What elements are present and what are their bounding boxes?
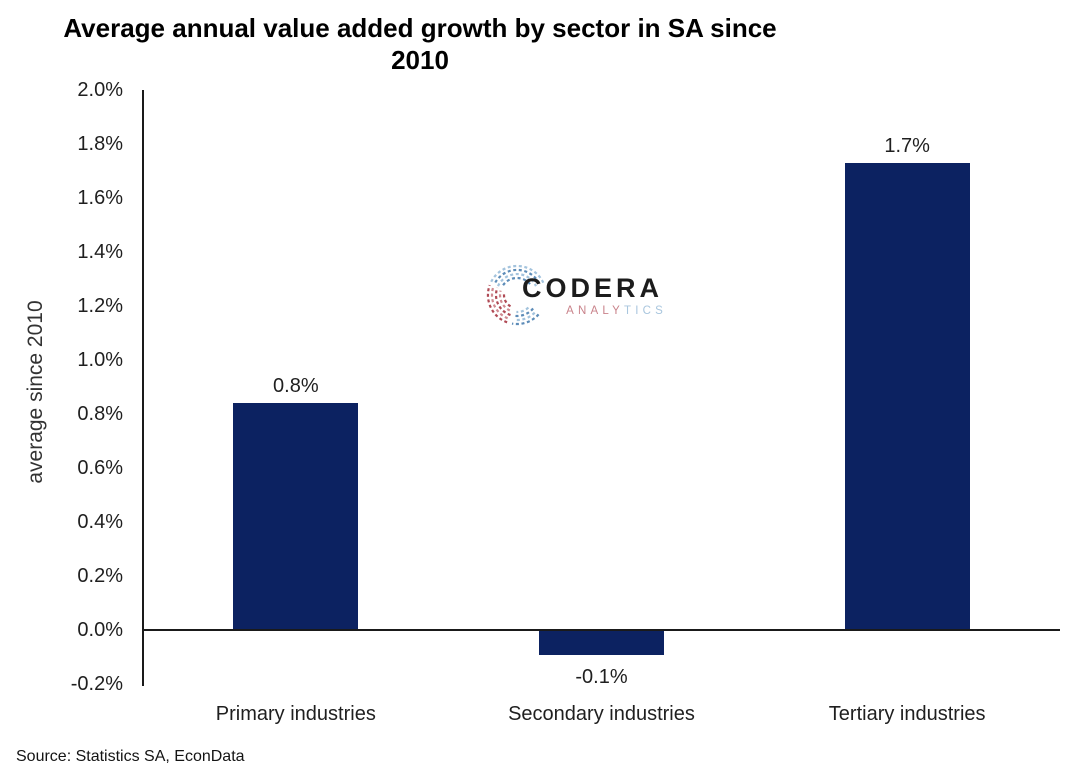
category-label: Primary industries (215, 703, 376, 725)
logo-arc (494, 287, 511, 317)
logo-arc (502, 292, 512, 308)
y-axis-line (142, 90, 144, 686)
y-tick-label: 1.4% (77, 241, 123, 263)
logo-arc (494, 268, 540, 284)
y-tick-label: 0.6% (77, 457, 123, 479)
logo-analytics-segment: TICS (624, 305, 668, 317)
y-tick-label: 2.0% (77, 79, 123, 101)
y-tick-label: 1.6% (77, 187, 123, 209)
codera-logo: CODERA ANALYTICS (486, 255, 663, 335)
logo-arc (502, 276, 532, 286)
logo-arc (497, 273, 537, 287)
logo-arc (514, 311, 536, 322)
logo-arc (511, 313, 540, 326)
y-tick-label: 0.2% (77, 565, 123, 587)
y-tick-label: 1.8% (77, 133, 123, 155)
logo-arc (490, 286, 509, 320)
bar-primary-industries (233, 403, 359, 630)
y-tick-label: 1.2% (77, 295, 123, 317)
bar-secondary-industries (539, 631, 664, 655)
logo-text-block: CODERA ANALYTICS (522, 273, 663, 317)
y-tick-label: -0.2% (70, 673, 123, 695)
chart-title-line2: 2010 (391, 45, 449, 75)
logo-arc (516, 306, 530, 314)
chart-title-line1: Average annual value added growth by sec… (63, 13, 777, 43)
y-tick-label: 0.0% (77, 619, 123, 641)
data-label: 1.7% (884, 135, 930, 157)
bar-tertiary-industries (844, 163, 970, 630)
category-label: Secondary industries (508, 703, 695, 725)
y-tick-label: 1.0% (77, 349, 123, 371)
logo-analytics-segment: ANALY (566, 305, 625, 317)
logo-analytics-text: ANALYTICS (522, 305, 667, 317)
category-label: Tertiary industries (828, 703, 986, 725)
logo-arc (498, 290, 511, 312)
y-tick-label: 0.4% (77, 511, 123, 533)
logo-arc (486, 284, 508, 324)
logo-brand-text: CODERA (522, 273, 664, 303)
chart-title: Average annual value added growth by sec… (0, 12, 840, 76)
source-note: Source: Statistics SA, EconData (16, 748, 245, 765)
y-tick-label: 0.8% (77, 403, 123, 425)
codera-circuit-icon (486, 264, 545, 326)
x-axis-zero-line (142, 629, 1060, 631)
data-label: 0.8% (273, 375, 319, 397)
data-label: -0.1% (575, 666, 628, 688)
logo-arc (513, 307, 534, 318)
logo-arc (490, 264, 545, 284)
